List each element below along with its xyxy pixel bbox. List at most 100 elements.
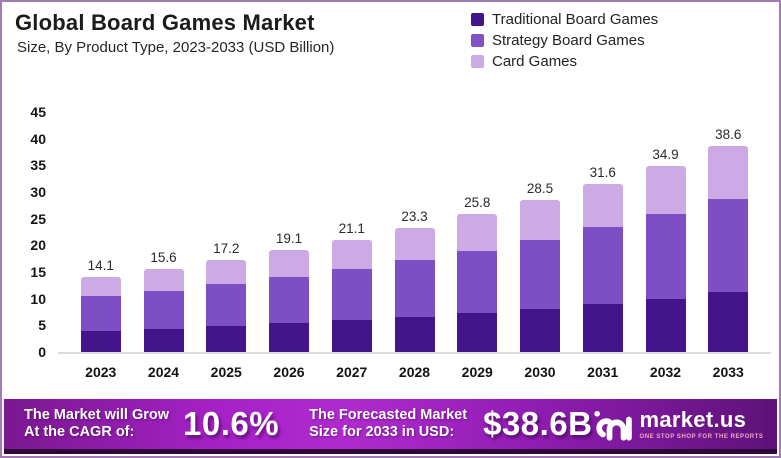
- bar-segment-card-games: [520, 200, 560, 240]
- y-axis-tick-15: 15: [30, 264, 46, 280]
- bar-segment-card-games: [206, 260, 247, 284]
- cagr-label-line2: At the CAGR of:: [24, 424, 135, 440]
- cagr-label: The Market will Grow At the CAGR of:: [24, 407, 169, 441]
- y-axis: 0 5 10 15 20 25 30 35 40 45: [10, 104, 50, 360]
- legend-item-2: Card Games: [471, 53, 658, 70]
- y-axis-tick-5: 5: [38, 317, 46, 334]
- brand-name: market.us: [639, 406, 747, 432]
- bar-segment-strategy-board-games: [645, 214, 686, 300]
- bar-group-2028: 23.3: [394, 112, 435, 352]
- marketus-logo-icon: [594, 410, 633, 441]
- bar-segment-card-games: [80, 276, 121, 297]
- marketus-brand: market.us ONE STOP SHOP FOR THE REPORTS: [592, 408, 763, 441]
- bar-segment-strategy-board-games: [582, 227, 623, 304]
- bar-total-label: 23.3: [401, 208, 428, 224]
- bar-segment-traditional-board-games: [582, 304, 623, 352]
- legend-item-1: Strategy Board Games: [471, 32, 658, 49]
- legend-label: Traditional Board Games: [492, 11, 659, 28]
- y-axis-tick-40: 40: [30, 130, 46, 147]
- bar-segment-strategy-board-games: [206, 283, 247, 326]
- bar-group-2023: 14.1: [80, 112, 121, 352]
- bar-total-label: 38.6: [715, 127, 742, 143]
- x-axis-tick-2030: 2030: [524, 364, 556, 380]
- bar-segment-traditional-board-games: [206, 325, 247, 352]
- stacked-bar-chart: 0 5 10 15 20 25 30 35 40 45 14.1 15.6 17.2 19.1 21.1 2…: [10, 104, 771, 360]
- cagr-value: 10.6%: [183, 405, 280, 442]
- y-axis-tick-0: 0: [38, 344, 46, 360]
- bar-segment-card-games: [143, 268, 184, 291]
- brand-text: market.us ONE STOP SHOP FOR THE REPORTS: [639, 406, 764, 440]
- y-axis-tick-30: 30: [30, 184, 46, 200]
- bar-total-label: 15.6: [150, 249, 177, 265]
- y-axis-tick-25: 25: [30, 210, 46, 227]
- page-subtitle: Size, By Product Type, 2023-2033 (USD Bi…: [17, 39, 335, 56]
- cagr-label-line1: The Market will Grow: [24, 406, 170, 423]
- bar-segment-card-games: [457, 214, 498, 251]
- bar-segment-strategy-board-games: [394, 260, 435, 317]
- x-axis-tick-2027: 2027: [336, 364, 368, 380]
- bar-segment-card-games: [708, 146, 749, 200]
- forecast-label-line1: The Forecasted Market: [309, 406, 468, 423]
- bar-group-2032: 34.9: [645, 112, 686, 352]
- forecast-label-line2: Size for 2033 in USD:: [309, 424, 455, 440]
- legend-item-0: Traditional Board Games: [471, 11, 658, 28]
- bar-segment-traditional-board-games: [143, 328, 184, 352]
- x-axis-tick-2026: 2026: [273, 364, 305, 380]
- bar-group-2024: 15.6: [143, 112, 184, 352]
- x-axis-tick-2028: 2028: [398, 364, 431, 380]
- bar-segment-traditional-board-games: [269, 323, 309, 352]
- bar-segment-card-games: [645, 165, 686, 215]
- x-axis-tick-2029: 2029: [461, 364, 493, 380]
- forecast-value: $38.6B: [483, 405, 593, 442]
- bar-segment-traditional-board-games: [331, 320, 372, 352]
- bar-total-label: 28.5: [526, 181, 554, 197]
- x-axis-tick-2025: 2025: [210, 364, 242, 380]
- bar-total-label: 14.1: [87, 257, 114, 273]
- legend-label: Strategy Board Games: [492, 32, 645, 49]
- plot-area: 14.1 15.6 17.2 19.1 21.1 23.3 25.8 28.5 31.6 34.9…: [58, 112, 771, 354]
- bar-segment-strategy-board-games: [80, 296, 121, 331]
- bar-segment-card-games: [331, 239, 372, 269]
- bar-segment-traditional-board-games: [80, 330, 121, 352]
- bar-segment-strategy-board-games: [331, 268, 372, 320]
- y-axis-tick-10: 10: [30, 290, 46, 307]
- bar-group-2026: 19.1: [269, 112, 309, 352]
- bar-group-2030: 28.5: [520, 112, 560, 352]
- bar-segment-strategy-board-games: [269, 276, 309, 324]
- bar-total-label: 31.6: [589, 164, 616, 180]
- page-title: Global Board Games Market: [15, 10, 315, 35]
- legend-label: Card Games: [492, 53, 578, 70]
- footer-banner: The Market will Grow At the CAGR of: 10.…: [4, 399, 777, 454]
- brand-tagline: ONE STOP SHOP FOR THE REPORTS: [639, 433, 764, 440]
- bar-segment-traditional-board-games: [645, 299, 686, 352]
- bar-group-2033: 38.6: [708, 112, 749, 352]
- y-axis-tick-35: 35: [30, 157, 46, 174]
- x-axis-tick-2031: 2031: [587, 364, 619, 380]
- bar-segment-traditional-board-games: [708, 292, 749, 352]
- bar-segment-strategy-board-games: [143, 290, 184, 329]
- bar-segment-strategy-board-games: [457, 250, 498, 314]
- x-axis: 2023 2024 2025 2026 2027 2028 2029 2030 2031 2032…: [58, 364, 771, 380]
- x-axis-tick-2023: 2023: [85, 364, 117, 380]
- bar-group-2029: 25.8: [457, 112, 498, 352]
- bar-total-label: 25.8: [464, 195, 491, 211]
- y-axis-tick-45: 45: [30, 104, 46, 120]
- bar-group-2025: 17.2: [206, 112, 247, 352]
- legend-swatch-icon: [471, 34, 484, 47]
- x-axis-tick-2024: 2024: [147, 364, 180, 380]
- bar-segment-traditional-board-games: [394, 316, 435, 352]
- x-axis-tick-2033: 2033: [712, 364, 744, 380]
- bar-segment-card-games: [582, 183, 623, 228]
- legend-swatch-icon: [471, 13, 484, 26]
- bar-segment-strategy-board-games: [520, 239, 560, 309]
- bar-segment-card-games: [394, 227, 435, 261]
- bar-segment-card-games: [269, 250, 309, 277]
- chart-legend: Traditional Board Games Strategy Board Ga…: [471, 11, 658, 70]
- bar-segment-traditional-board-games: [520, 308, 560, 352]
- x-axis-tick-2032: 2032: [649, 364, 682, 380]
- bar-total-label: 34.9: [652, 146, 679, 162]
- bar-total-label: 19.1: [275, 231, 303, 247]
- bar-group-2027: 21.1: [331, 112, 372, 352]
- legend-swatch-icon: [471, 55, 484, 68]
